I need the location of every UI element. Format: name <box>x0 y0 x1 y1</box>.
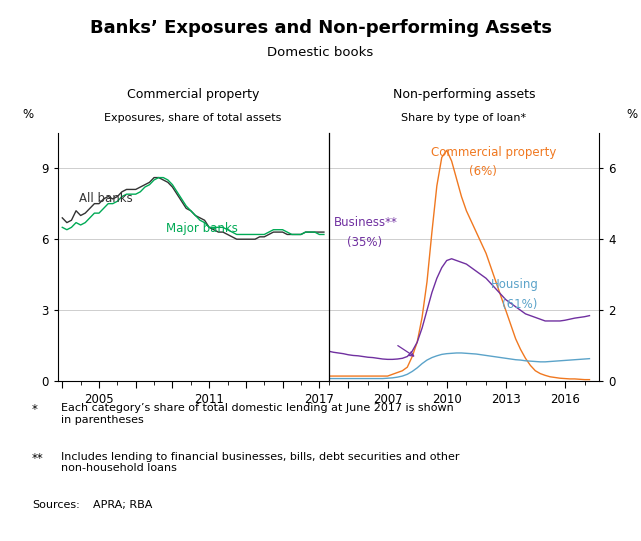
Text: (35%): (35%) <box>347 236 383 249</box>
Text: **: ** <box>32 452 44 465</box>
Text: Sources:: Sources: <box>32 500 79 510</box>
Text: (61%): (61%) <box>502 298 537 311</box>
Text: *: * <box>32 403 38 416</box>
Text: Commercial property: Commercial property <box>431 146 557 159</box>
Text: %: % <box>626 108 638 121</box>
Text: Commercial property: Commercial property <box>127 88 260 101</box>
Text: All banks: All banks <box>79 192 133 205</box>
Text: Each category’s share of total domestic lending at June 2017 is shown
in parenth: Each category’s share of total domestic … <box>61 403 454 425</box>
Text: Non-performing assets: Non-performing assets <box>393 88 535 101</box>
Text: Banks’ Exposures and Non-performing Assets: Banks’ Exposures and Non-performing Asse… <box>90 19 551 37</box>
Text: Domestic books: Domestic books <box>267 46 374 59</box>
Text: Exposures, share of total assets: Exposures, share of total assets <box>104 113 282 123</box>
Text: (6%): (6%) <box>469 165 497 178</box>
Text: Share by type of loan*: Share by type of loan* <box>401 113 526 123</box>
Text: %: % <box>22 108 33 121</box>
Text: Housing: Housing <box>491 278 539 291</box>
Text: Includes lending to financial businesses, bills, debt securities and other
non-h: Includes lending to financial businesses… <box>61 452 460 473</box>
Text: Major banks: Major banks <box>166 222 238 235</box>
Text: APRA; RBA: APRA; RBA <box>93 500 153 510</box>
Text: Business**: Business** <box>334 216 398 229</box>
